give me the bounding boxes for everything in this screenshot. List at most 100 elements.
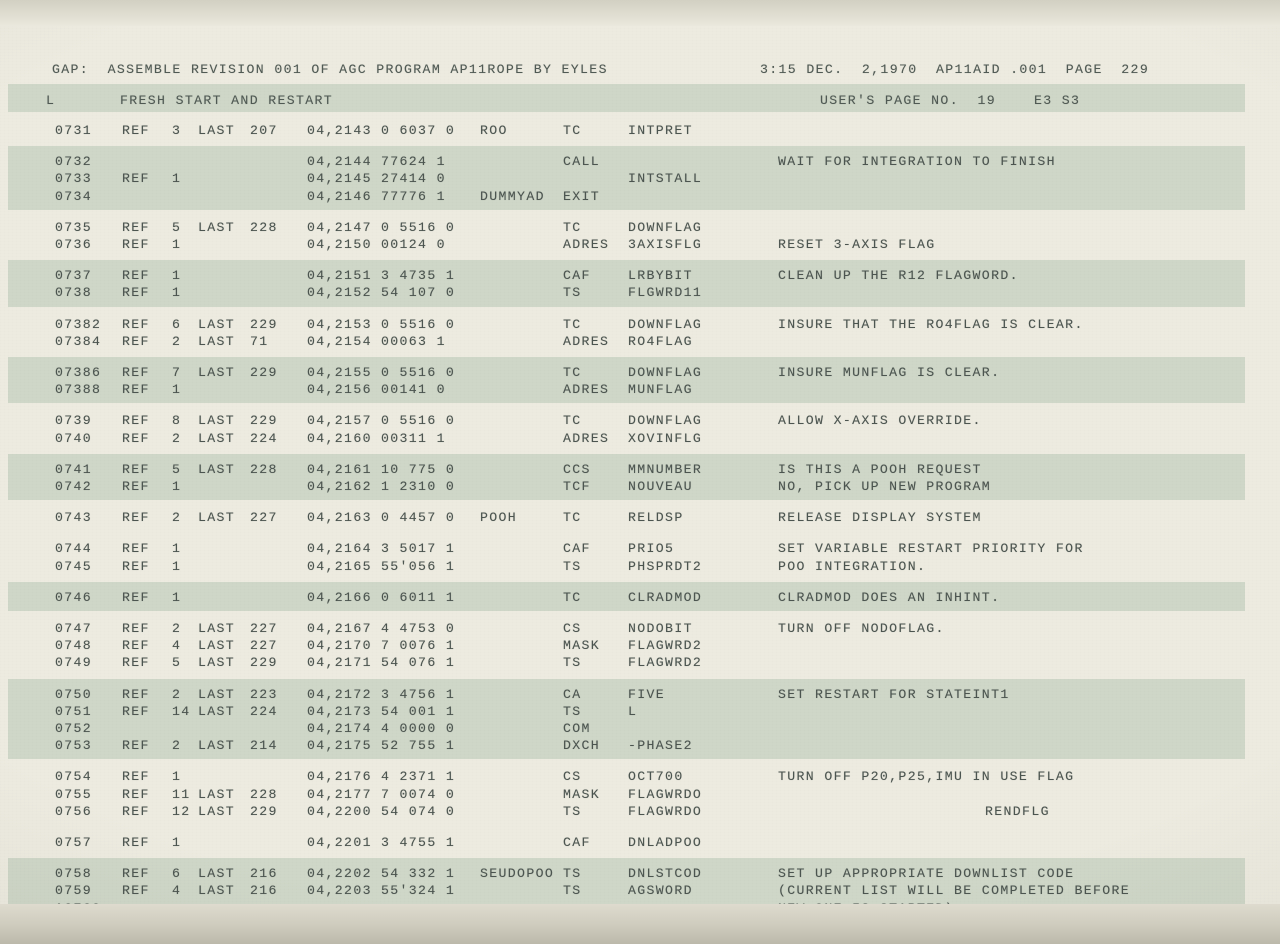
cell-sequence-number: 0732: [55, 154, 93, 170]
cell-opcode: CAF: [563, 835, 591, 850]
cell-comment: CLRADMOD DOES AN INHINT.: [778, 589, 1001, 605]
cell-ref-flag: REF: [122, 686, 150, 702]
cell-opcode: TS: [563, 558, 582, 574]
cell-ref-count: 1: [172, 171, 182, 187]
cell-sequence-number: 0733: [55, 171, 93, 187]
cell-operand: PHSPRDT2: [628, 558, 703, 574]
cell-ref-flag: REF: [122, 786, 150, 802]
cell-ref-flag: REF: [122, 769, 150, 785]
cell-octal-word: 00063 1: [381, 333, 446, 349]
cell-address: 04,2165: [307, 558, 372, 574]
cell-address: 04,2144: [307, 154, 372, 170]
cell-symbol-label: ROO: [480, 123, 508, 138]
cell-sequence-number: 07388: [55, 382, 102, 398]
cell-address: 04,2147: [307, 219, 372, 235]
cell-octal-word: 55'324 1: [381, 883, 456, 899]
greenbar-stripe: [8, 678, 1245, 760]
cell-ref-count: 1: [172, 382, 182, 398]
cell-ref-count: 2: [172, 430, 182, 446]
cell-last-page: 224: [250, 430, 278, 446]
cell-ref-flag: REF: [122, 703, 150, 719]
cell-last-flag: LAST: [198, 638, 236, 654]
cell-last-page: 207: [250, 123, 278, 138]
cell-address: 04,2153: [307, 316, 372, 332]
cell-comment: NO, PICK UP NEW PROGRAM: [778, 479, 992, 494]
cell-ref-flag: REF: [122, 430, 150, 446]
cell-operand: DOWNFLAG: [628, 413, 703, 429]
header-section-title: FRESH START AND RESTART: [120, 93, 334, 108]
cell-sequence-number: 0753: [55, 738, 93, 754]
cell-last-page: 216: [250, 866, 278, 882]
cell-last-page: 229: [250, 413, 278, 429]
cell-octal-word: 0 5516 0: [381, 365, 456, 380]
cell-ref-count: 5: [172, 655, 182, 671]
cell-octal-word: 77624 1: [381, 154, 446, 170]
cell-symbol-label: SEUDOPOO: [480, 866, 555, 882]
cell-opcode: CA: [563, 686, 582, 702]
cell-ref-count: 5: [172, 461, 182, 477]
cell-octal-word: 3 4735 1: [381, 268, 456, 284]
cell-symbol-label: POOH: [480, 510, 518, 526]
cell-operand: DOWNFLAG: [628, 365, 703, 380]
cell-opcode: TC: [563, 316, 582, 332]
cell-octal-word: 55'056 1: [381, 558, 456, 574]
cell-octal-word: 0 6011 1: [381, 589, 456, 605]
cell-operand: LRBYBIT: [628, 268, 693, 284]
cell-ref-count: 5: [172, 219, 182, 235]
cell-opcode: ADRES: [563, 237, 610, 252]
cell-operand: NOUVEAU: [628, 479, 693, 494]
cell-ref-flag: REF: [122, 589, 150, 605]
cell-operand: OCT700: [628, 769, 684, 785]
cell-sequence-number: 0737: [55, 268, 93, 284]
cell-operand: NODOBIT: [628, 621, 693, 636]
cell-ref-count: 7: [172, 365, 182, 380]
page-bottom-edge: [0, 904, 1280, 944]
cell-address: 04,2174: [307, 721, 372, 736]
cell-address: 04,2176: [307, 769, 372, 785]
cell-last-flag: LAST: [198, 883, 236, 899]
cell-operand: -PHASE2: [628, 738, 693, 754]
greenbar-stripe: [8, 581, 1245, 611]
cell-operand: RO4FLAG: [628, 333, 693, 349]
cell-address: 04,2170: [307, 638, 372, 654]
cell-address: 04,2171: [307, 655, 372, 671]
cell-sequence-number: 0731: [55, 123, 93, 138]
cell-last-flag: LAST: [198, 738, 236, 754]
cell-last-flag: LAST: [198, 703, 236, 719]
cell-last-page: 216: [250, 883, 278, 899]
cell-ref-flag: REF: [122, 333, 150, 349]
cell-comment: CLEAN UP THE R12 FLAGWORD.: [778, 268, 1019, 284]
cell-ref-count: 1: [172, 558, 182, 574]
cell-address: 04,2145: [307, 171, 372, 187]
cell-octal-word: 0 5516 0: [381, 316, 456, 332]
cell-operand: FLGWRD11: [628, 285, 703, 301]
cell-ref-count: 3: [172, 123, 182, 138]
cell-ref-flag: REF: [122, 738, 150, 754]
cell-comment: POO INTEGRATION.: [778, 558, 927, 574]
cell-opcode: CAF: [563, 268, 591, 284]
cell-last-flag: LAST: [198, 655, 236, 671]
cell-operand: L: [628, 703, 638, 719]
cell-address: 04,2202: [307, 866, 372, 882]
cell-opcode: EXIT: [563, 188, 601, 204]
cell-opcode: TS: [563, 703, 582, 719]
cell-sequence-number: 0746: [55, 589, 93, 605]
cell-octal-word: 54 076 1: [381, 655, 456, 671]
cell-last-page: 229: [250, 803, 278, 819]
cell-operand: FLAGWRD2: [628, 655, 703, 671]
cell-ref-count: 8: [172, 413, 182, 429]
cell-last-page: 227: [250, 510, 278, 526]
cell-address: 04,2152: [307, 285, 372, 301]
cell-comment: TURN OFF P20,P25,IMU IN USE FLAG: [778, 769, 1075, 785]
cell-sequence-number: 0741: [55, 461, 93, 477]
cell-comment: INSURE THAT THE RO4FLAG IS CLEAR.: [778, 316, 1084, 332]
cell-sequence-number: 0744: [55, 541, 93, 557]
greenbar-stripe: [8, 453, 1245, 501]
cell-operand: AGSWORD: [628, 883, 693, 899]
cell-opcode: TS: [563, 655, 582, 671]
cell-ref-flag: REF: [122, 558, 150, 574]
cell-last-flag: LAST: [198, 786, 236, 802]
cell-last-flag: LAST: [198, 365, 236, 380]
cell-sequence-number: 0749: [55, 655, 93, 671]
